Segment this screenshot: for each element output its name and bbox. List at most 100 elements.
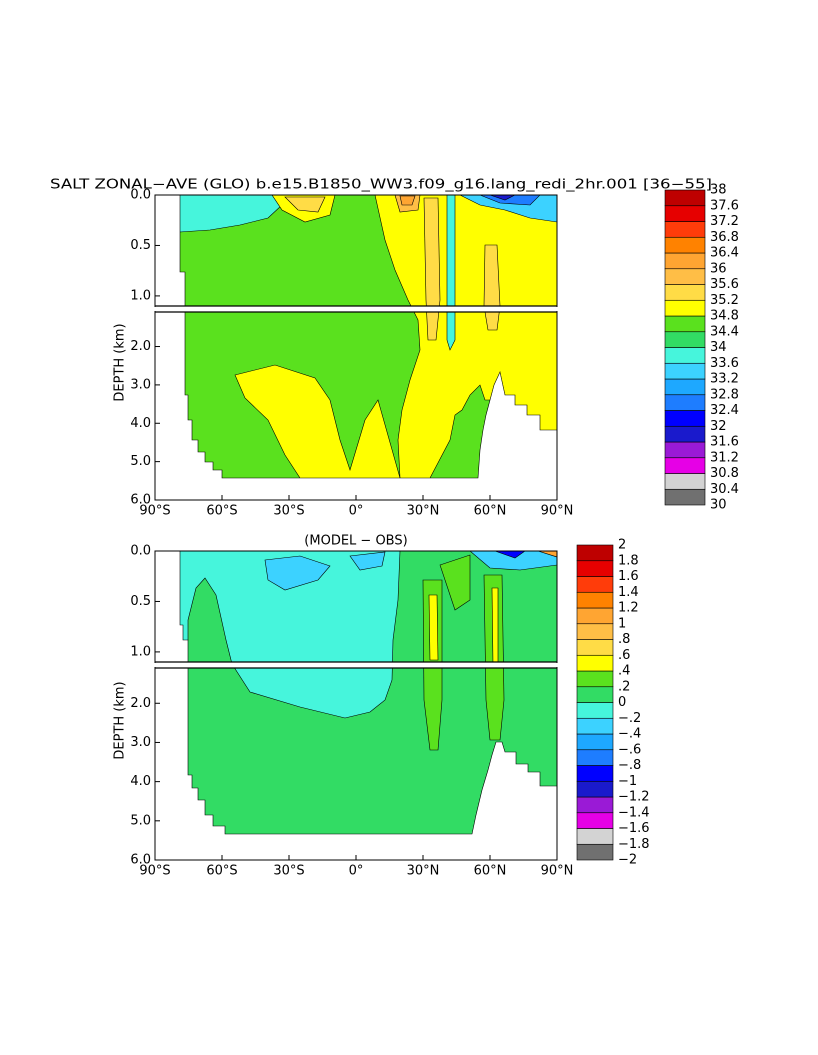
- y-axis-label: DEPTH (km): [113, 323, 128, 401]
- colorbar-label: .8: [618, 632, 630, 647]
- colorbar-label: .4: [618, 664, 630, 679]
- colorbar-label: −2: [618, 853, 637, 868]
- colorbar-label: 1.2: [618, 601, 639, 616]
- contour-region: [423, 197, 441, 341]
- y-axis-label: DEPTH (km): [113, 681, 128, 759]
- x-tick-label: 60°S: [206, 504, 237, 519]
- colorbar-box: [664, 441, 706, 459]
- contour-region: [374, 195, 557, 478]
- colorbar-box: [576, 780, 614, 798]
- y-tick-label: 3.0: [130, 377, 151, 392]
- contour-region: [494, 551, 526, 559]
- x-tick-label: 90°S: [139, 864, 170, 879]
- axis-break: [555, 663, 558, 667]
- y-tick-label: 3.0: [130, 735, 151, 750]
- colorbar-label: 32.4: [710, 403, 739, 418]
- colorbar-box: [576, 749, 614, 766]
- colorbar-label: 30.4: [710, 482, 739, 497]
- colorbar-box: [576, 828, 614, 845]
- colorbar-label: 34.4: [710, 324, 739, 339]
- contour-region: [491, 587, 499, 666]
- colorbar-box: [664, 205, 706, 222]
- axis-break: [147, 306, 565, 312]
- colorbar-label: 31.2: [710, 450, 739, 465]
- colorbar-label: 1.8: [618, 553, 639, 568]
- contour-region: [446, 195, 456, 351]
- contour-region: [284, 196, 326, 213]
- x-tick-label: 90°S: [139, 504, 170, 519]
- colorbar-box: [664, 425, 706, 443]
- y-tick-label: 5.0: [130, 813, 151, 828]
- colorbar-label: −.8: [618, 758, 641, 773]
- colorbar-label: −1.2: [618, 790, 650, 805]
- contour-region: [349, 551, 386, 571]
- colorbar-box: [664, 410, 706, 427]
- axis-break: [154, 663, 157, 667]
- contour-field: [179, 550, 558, 835]
- colorbar-label: 0: [618, 695, 626, 710]
- colorbar-label: 32: [710, 419, 727, 434]
- contour-region: [469, 551, 557, 571]
- y-tick-label: 6.0: [130, 493, 151, 508]
- colorbar-box: [576, 702, 614, 719]
- y-tick-label: 0.5: [130, 594, 151, 609]
- colorbar-label: 33.2: [710, 372, 739, 387]
- colorbar-box: [576, 765, 614, 782]
- axis-break: [147, 662, 565, 668]
- contour-region: [234, 364, 401, 478]
- chart-title: (MODEL − OBS): [304, 534, 407, 549]
- colorbar-label: 34.8: [710, 309, 739, 324]
- colorbar-box: [576, 733, 614, 751]
- colorbar-label: 36: [710, 261, 727, 276]
- colorbar-box: [576, 639, 614, 656]
- colorbar-box: [664, 457, 706, 474]
- y-tick-label: 2.0: [130, 696, 151, 711]
- x-tick-label: 30°S: [273, 864, 304, 879]
- colorbar-label: −.6: [618, 742, 641, 757]
- y-tick-label: 2.0: [130, 339, 151, 354]
- y-tick-label: 0.5: [130, 238, 151, 253]
- x-tick-label: 60°S: [206, 864, 237, 879]
- colorbar-box: [576, 812, 614, 829]
- contour-region: [537, 551, 557, 558]
- contour-region: [264, 555, 331, 591]
- y-tick-label: 4.0: [130, 774, 151, 789]
- colorbar-box: [664, 488, 706, 506]
- colorbar-label: −1.4: [618, 805, 650, 820]
- colorbar-box: [576, 686, 614, 703]
- colorbar-box: [664, 378, 706, 396]
- colorbar-label: 1: [618, 616, 626, 631]
- x-tick-label: 0°: [349, 864, 364, 879]
- axis-break: [154, 307, 157, 311]
- colorbar-box: [576, 843, 614, 861]
- colorbar-box: [576, 717, 614, 735]
- colorbar-label: 32.8: [710, 387, 739, 402]
- y-tick-label: 4.0: [130, 416, 151, 431]
- colorbar-label: 36.8: [710, 230, 739, 245]
- colorbar-box: [664, 299, 706, 317]
- colorbar-box: [576, 576, 614, 593]
- x-tick-label: 90°N: [541, 504, 574, 519]
- colorbar-label: .2: [618, 679, 630, 694]
- colorbar-label: −1.6: [618, 821, 650, 836]
- x-tick-label: 30°S: [273, 504, 304, 519]
- colorbar-box: [664, 315, 706, 333]
- contour-region: [399, 195, 416, 206]
- x-tick-label: 30°N: [407, 864, 440, 879]
- colorbar-label: 33.6: [710, 356, 739, 371]
- y-tick-label: 1.0: [130, 644, 151, 659]
- colorbar-box: [664, 331, 706, 348]
- x-tick-label: 90°N: [541, 864, 574, 879]
- x-tick-label: 0°: [349, 504, 364, 519]
- contour-region: [489, 195, 516, 201]
- colorbar-box: [664, 268, 706, 285]
- y-tick-label: 1.0: [130, 288, 151, 303]
- colorbar-label: 35.2: [710, 293, 739, 308]
- colorbar-box: [664, 347, 706, 364]
- colorbar-box: [576, 607, 614, 625]
- colorbar-box: [576, 544, 614, 562]
- x-tick-label: 60°N: [474, 864, 507, 879]
- colorbar-box: [664, 362, 706, 380]
